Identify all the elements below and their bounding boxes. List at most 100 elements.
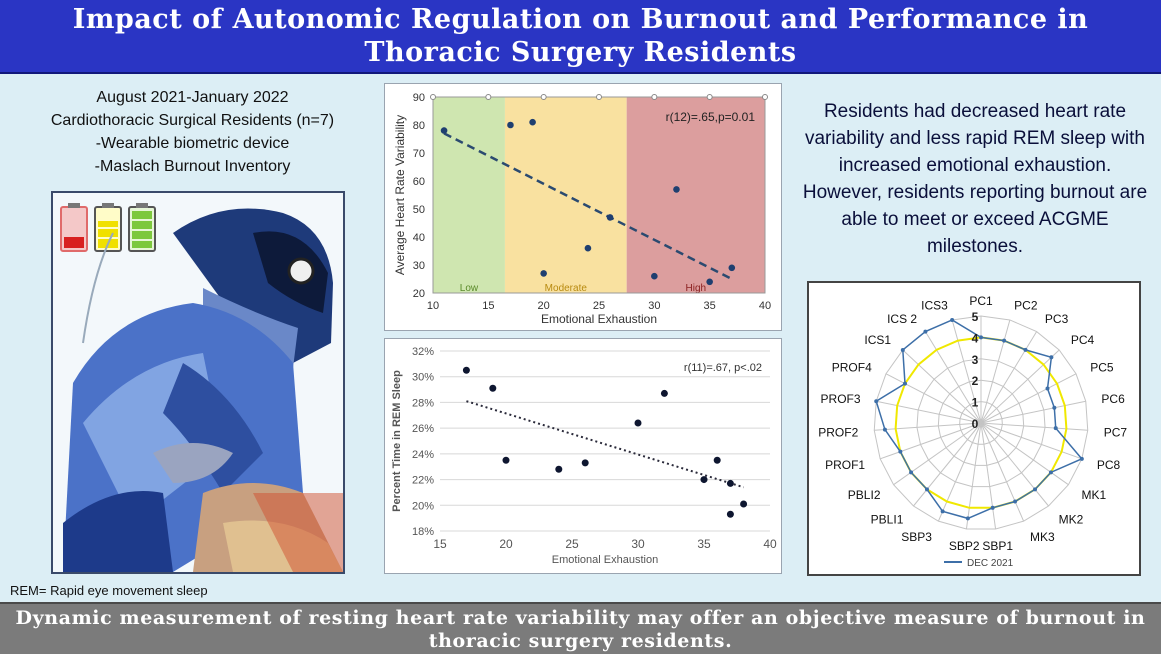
data-point [502,456,510,464]
method-device: -Wearable biometric device [95,135,290,152]
data-point [529,118,536,126]
radial-tick-label: 4 [972,331,979,345]
x-tick-label: 40 [759,300,771,312]
x-tick-label: 40 [763,537,777,551]
x-tick-label: 20 [499,537,513,551]
axis-category-label: PROF1 [825,458,865,472]
radar-spoke [980,422,1025,522]
radial-tick-label: 2 [972,374,979,388]
hrv-scatter-chart: Low Moderate High 20 30 40 50 60 70 80 90 10 15 20 25 3… [393,92,771,326]
radar-chart-panel: 0 1 2 3 4 5 PC1 PC2 PC3 PC4 PC5 PC6 PC7 PC8 MK1 MK2 MK3 S… [807,281,1141,576]
radar-point [923,329,928,334]
radar-point [882,427,887,432]
radar-spoke [980,331,1038,424]
radar-spoke [980,349,1060,424]
data-point [728,264,736,272]
axis-category-label: PROF4 [832,360,872,374]
rem-scatter-chart: 18% 20% 22% 24% 26% 28% 30% 32% 15 20 25 30 35 40 Emot… [391,346,777,566]
data-point [634,419,642,427]
frame-handle [485,94,492,100]
data-point [462,366,470,374]
x-tick-label: 15 [482,300,494,312]
x-tick-label: 35 [704,300,716,312]
radar-spoke [965,422,982,530]
y-tick-label: 90 [413,92,425,104]
axis-category-label: PC8 [1097,458,1121,472]
radar-ring [937,379,1025,466]
data-point [660,389,668,397]
x-tick-label: 30 [648,300,660,312]
zone-band-low [433,97,505,293]
correlation-annotation: r(12)=.65,p=0.01 [666,110,756,124]
radar-spoke [874,422,982,431]
poster-title: Impact of Autonomic Regulation on Burnou… [0,0,1161,74]
data-point [740,500,748,508]
axis-category-label: ICS3 [921,299,948,313]
y-tick-label: 20% [412,500,434,512]
data-point [673,186,680,193]
y-tick-label: 28% [412,397,434,409]
radar-spoke [880,422,982,460]
radar-point [909,470,914,475]
radar-spoke [980,319,1011,424]
surgeon-figure [63,208,343,572]
axis-category-label: PC7 [1104,425,1128,439]
radial-tick-label: 1 [972,396,979,410]
radar-point [1023,347,1028,352]
radar-spoke [980,422,1069,486]
data-point [606,214,614,221]
axis-category-label: PROF3 [821,392,861,406]
surgeon-illustration [51,191,345,574]
axis-category-label: SBP2 [949,539,980,553]
axis-category-label: PC1 [969,294,993,308]
key-findings: Residents had decreased heart rate varia… [802,101,1148,257]
radar-point [898,449,903,454]
axis-category-label: PBLI2 [848,488,881,502]
y-tick-label: 18% [412,526,434,538]
x-tick-label: 25 [565,537,579,551]
data-point [584,244,592,252]
radar-point [990,505,995,510]
radar-point [1052,405,1057,410]
study-intro: August 2021-January 2022 Cardiothoracic … [20,86,365,178]
data-point [507,121,514,129]
data-point [555,465,563,473]
radial-tick-label: 3 [972,353,979,367]
x-tick-label: 15 [433,537,447,551]
axis-category-label: PC3 [1045,312,1069,326]
radar-point [940,509,945,514]
radar-point [979,335,983,340]
data-point [706,278,713,286]
data-point [540,270,547,277]
radar-spoke [902,349,982,424]
radar-spoke [924,331,982,424]
radar-spoke [913,422,982,507]
x-tick-label: 20 [538,300,550,312]
radar-spoke [893,422,982,486]
y-tick-label: 50 [413,204,425,216]
zone-label-high: High [686,283,707,294]
x-tick-label: 10 [427,300,439,312]
radar-ring [959,401,1003,445]
axis-category-label: PC4 [1071,333,1095,347]
radar-spoke [937,422,982,522]
battery-icons [60,203,156,252]
radar-ring [873,315,1089,530]
radar-point [874,399,879,404]
y-tick-label: 24% [412,449,434,461]
radial-tick-label: 5 [972,310,979,324]
data-point [489,384,497,392]
conclusion-banner: Dynamic measurement of resting heart rat… [0,602,1161,654]
radar-point [1053,426,1058,431]
zone-band-high [626,97,765,293]
axis-category-label: MK3 [1030,530,1055,544]
data-point [651,272,658,280]
legend-label: DEC 2021 [967,558,1014,569]
x-axis-label: Emotional Exhaustion [541,312,657,326]
radar-spoke [876,400,982,424]
x-tick-label: 35 [697,537,711,551]
data-point [581,459,589,467]
radar-point [1048,470,1053,475]
radar-spoke [885,373,982,424]
